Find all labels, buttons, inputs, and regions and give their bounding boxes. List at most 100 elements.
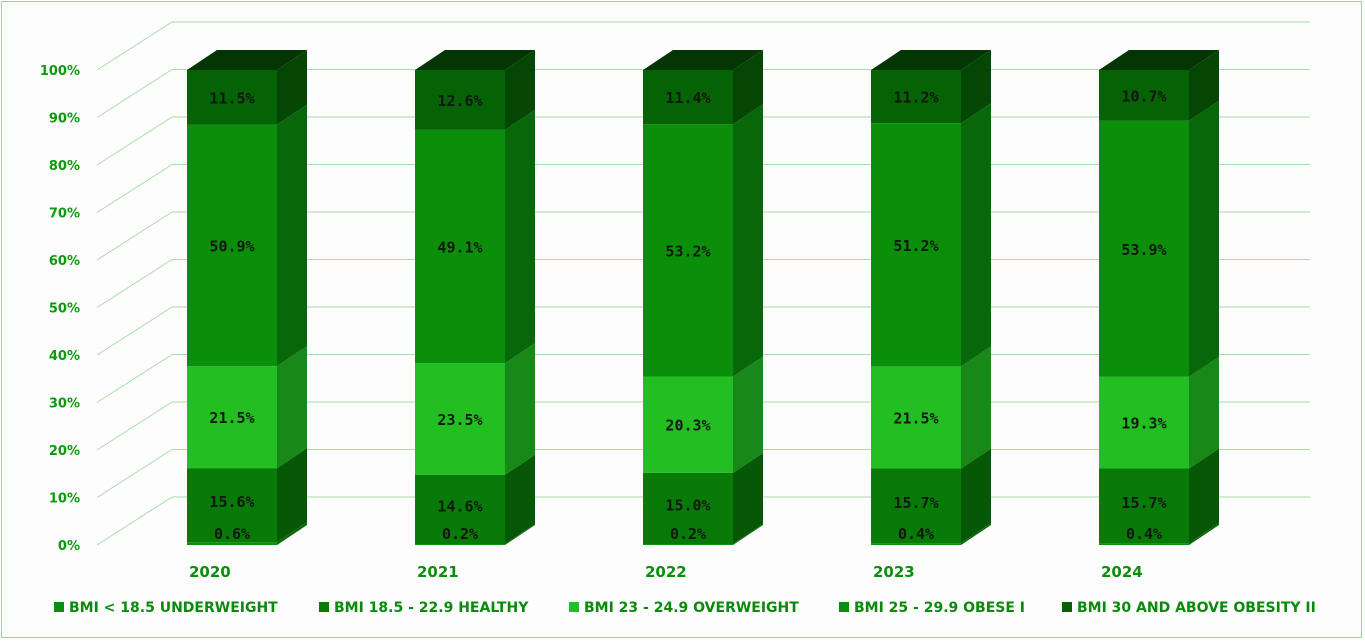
legend-swatch bbox=[569, 602, 579, 612]
bar-segment-side bbox=[961, 103, 991, 367]
gridline-diagonal bbox=[96, 164, 173, 213]
bar-top-face bbox=[643, 50, 763, 70]
bar-segment-front bbox=[1099, 120, 1189, 377]
bar-segment-front bbox=[643, 472, 733, 545]
legend-item: BMI < 18.5 UNDERWEIGHT bbox=[54, 600, 278, 616]
bar-segment-side bbox=[1189, 100, 1219, 377]
bar-segment-front bbox=[643, 376, 733, 473]
bar-segment-side bbox=[733, 50, 763, 125]
bar-segment-side bbox=[733, 104, 763, 377]
gridline-diagonal bbox=[96, 69, 173, 118]
data-label: 0.4% bbox=[1126, 525, 1162, 543]
bar-segment-front bbox=[1099, 376, 1189, 469]
bar-segment-front bbox=[415, 544, 505, 545]
bar-segment-side bbox=[277, 346, 307, 469]
y-tick-label: 80% bbox=[49, 159, 80, 174]
category-label: 2024 bbox=[1101, 563, 1143, 581]
y-tick-label: 70% bbox=[49, 207, 80, 222]
data-label: 0.2% bbox=[670, 525, 706, 543]
y-tick-label: 10% bbox=[49, 492, 80, 507]
legend-label: BMI 30 AND ABOVE OBESITY II bbox=[1077, 600, 1316, 616]
y-tick-label: 40% bbox=[49, 349, 80, 364]
bar-segment-front bbox=[415, 70, 505, 130]
legend-label: BMI 25 - 29.9 OBESE I bbox=[854, 600, 1025, 616]
bar-segment-side bbox=[733, 452, 763, 545]
bar-top-face bbox=[871, 50, 991, 70]
y-tick-label: 30% bbox=[49, 397, 80, 412]
bar-segment-side bbox=[505, 524, 535, 545]
bar-segment-side bbox=[1189, 448, 1219, 544]
bar-top-face bbox=[415, 50, 535, 70]
gridline-diagonal bbox=[96, 306, 173, 356]
category-label: 2023 bbox=[873, 563, 915, 581]
data-label: 15.0% bbox=[665, 496, 710, 514]
bar-segment-front bbox=[871, 366, 961, 469]
x-axis-categories: 2020 2021 2022 2023 2024 bbox=[189, 563, 1143, 581]
bar-segment-side bbox=[961, 50, 991, 124]
bar-segment-front bbox=[643, 544, 733, 545]
bar-segment-front bbox=[871, 468, 961, 544]
bar-segment-side bbox=[1189, 523, 1219, 545]
legend-item: BMI 18.5 - 22.9 HEALTHY bbox=[319, 600, 529, 616]
bar-segment-front bbox=[871, 123, 961, 367]
data-label: 49.1% bbox=[437, 238, 482, 256]
bar-segment-front bbox=[1099, 543, 1189, 545]
bar-segment-side bbox=[277, 104, 307, 367]
data-label: 20.3% bbox=[665, 417, 710, 435]
data-label: 21.5% bbox=[893, 409, 938, 427]
bar-segment-side bbox=[733, 356, 763, 473]
legend-swatch bbox=[54, 602, 64, 612]
y-tick-label: 100% bbox=[40, 64, 80, 79]
bar-segment-front bbox=[187, 542, 277, 545]
category-label: 2022 bbox=[645, 563, 687, 581]
bar-segment-front bbox=[415, 363, 505, 475]
y-axis-ticks: 0% 10% 20% 30% 40% 50% 60% 70% 80% 90% 100% bbox=[40, 64, 80, 554]
category-label: 2021 bbox=[417, 563, 459, 581]
legend-swatch bbox=[1062, 602, 1072, 612]
bar-segment-side bbox=[277, 448, 307, 543]
bar-segment-front bbox=[187, 468, 277, 543]
data-label: 53.9% bbox=[1121, 241, 1166, 259]
legend-swatch bbox=[319, 602, 329, 612]
legend-label: BMI < 18.5 UNDERWEIGHT bbox=[69, 600, 278, 616]
bar-segment-side bbox=[505, 109, 535, 364]
gridline-diagonal bbox=[96, 449, 173, 498]
legend-item: BMI 23 - 24.9 OVERWEIGHT bbox=[569, 600, 799, 616]
data-label: 21.5% bbox=[209, 409, 254, 427]
data-label: 19.3% bbox=[1121, 415, 1166, 433]
bar-segment-side bbox=[961, 346, 991, 469]
data-label: 10.7% bbox=[1121, 87, 1166, 105]
bar-segment-side bbox=[277, 50, 307, 125]
bars bbox=[187, 50, 1219, 545]
bar-segment-side bbox=[961, 523, 991, 545]
data-label: 11.2% bbox=[893, 89, 938, 107]
y-tick-label: 0% bbox=[58, 539, 80, 554]
bar-segment-front bbox=[187, 366, 277, 469]
legend-item: BMI 25 - 29.9 OBESE I bbox=[839, 600, 1025, 616]
bar-segment-front bbox=[1099, 70, 1189, 121]
data-label: 15.7% bbox=[1121, 494, 1166, 512]
gridline-diagonal bbox=[96, 211, 173, 261]
data-labels: 0.6% 15.6% 21.5% 50.9% 11.5% 0.2% 14.6% 23.5% 49… bbox=[209, 87, 1166, 543]
bar-segment-side bbox=[733, 524, 763, 545]
data-label: 53.2% bbox=[665, 242, 710, 260]
y-tick-label: 60% bbox=[49, 254, 80, 269]
bar-segment-side bbox=[961, 448, 991, 544]
bar-segment-front bbox=[415, 474, 505, 545]
bar-segment-side bbox=[505, 50, 535, 130]
gridline-diagonal bbox=[96, 354, 173, 403]
bar-segment-front bbox=[187, 124, 277, 367]
bar-segment-front bbox=[187, 70, 277, 125]
data-label: 15.7% bbox=[893, 494, 938, 512]
legend-swatch bbox=[839, 602, 849, 612]
bar-segment-side bbox=[1189, 356, 1219, 469]
y-tick-label: 90% bbox=[49, 112, 80, 127]
data-label: 15.6% bbox=[209, 493, 254, 511]
y-tick-label: 50% bbox=[49, 302, 80, 317]
data-label: 11.5% bbox=[209, 89, 254, 107]
bar-segment-front bbox=[643, 70, 733, 125]
y-tick-label: 20% bbox=[49, 444, 80, 459]
legend-label: BMI 18.5 - 22.9 HEALTHY bbox=[334, 600, 529, 616]
data-label: 0.2% bbox=[442, 525, 478, 543]
